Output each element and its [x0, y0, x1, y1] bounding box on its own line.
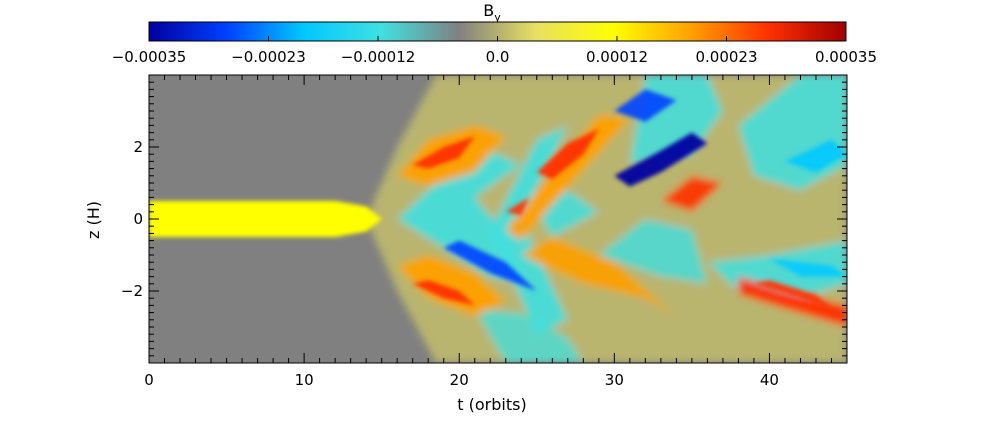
turbulent-region: [366, 75, 847, 363]
heatmap-cell: [769, 258, 847, 277]
colorbar-tick-label: −0.00012: [341, 48, 416, 66]
x-tick-label: 0: [144, 371, 154, 389]
y-tick-label: 2: [133, 138, 143, 156]
heatmap-cell: [412, 136, 475, 169]
heatmap-cell: [397, 150, 522, 284]
x-tick-label: 10: [295, 371, 314, 389]
colorbar-tick-label: 0.0: [486, 48, 510, 66]
heatmap-cell: [397, 255, 506, 317]
heatmap-cell: [738, 276, 847, 327]
heatmap-cell: [784, 139, 847, 173]
heatmap-cell: [536, 129, 599, 180]
heatmap-cell: [505, 114, 630, 241]
colorbar-tick-label: 0.00023: [695, 48, 757, 66]
colorbar-ticks: −0.00035 −0.00023 −0.00012 0.0 0.00012 0.0002…: [112, 36, 877, 66]
x-tick-label: 30: [605, 371, 624, 389]
colorbar-title: By: [483, 1, 501, 24]
heatmap-cell: [660, 175, 723, 212]
heatmap-cell: [614, 132, 708, 187]
heatmap-area: [149, 75, 847, 363]
heatmap-cell: [490, 125, 568, 335]
heatmap-cell: [474, 309, 584, 363]
y-tick-label: −2: [121, 282, 143, 300]
y-tick-label: 0: [133, 210, 143, 228]
heatmap-cell: [521, 237, 677, 317]
field-structures: [149, 89, 847, 309]
heatmap-cell: [505, 197, 530, 216]
x-tick-label: 40: [760, 371, 779, 389]
y-axis-label: z (H): [84, 201, 103, 239]
heatmap-cell: [443, 240, 537, 291]
colorbar-tick-label: −0.00023: [231, 48, 306, 66]
heatmap-cell: [753, 280, 832, 309]
heatmap-cell: [412, 280, 475, 306]
x-tick-label: 20: [450, 371, 469, 389]
heatmap-cell: [149, 201, 382, 237]
heatmap-cell: [614, 89, 677, 122]
colorbar-tick-label: 0.00035: [815, 48, 877, 66]
x-axis-label: t (orbits): [457, 395, 526, 414]
axis-ticks: 0 10 20 30 40 −2 0 2: [121, 75, 847, 389]
heatmap-cell: [598, 219, 708, 284]
colorbar-tick-label: −0.00035: [112, 48, 187, 66]
colorbar-tick-label: 0.00012: [586, 48, 648, 66]
